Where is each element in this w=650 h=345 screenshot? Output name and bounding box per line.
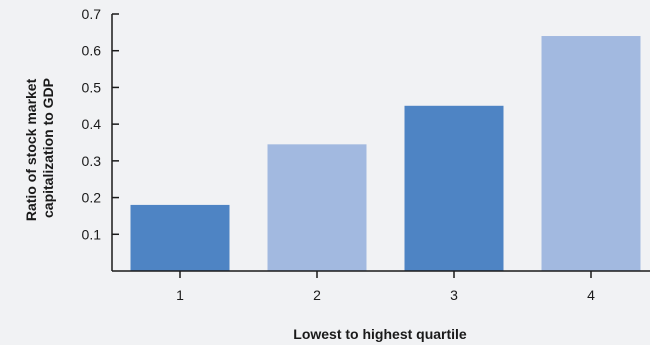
- x-tick-label: 3: [450, 287, 458, 303]
- y-tick-label: 0.7: [82, 6, 102, 22]
- bar-2: [267, 144, 367, 271]
- x-axis-ticks: 1 2 3 4: [176, 271, 595, 303]
- bars: [130, 36, 641, 272]
- y-axis-ticks: 0.1 0.2 0.3 0.4 0.5 0.6 0.7: [82, 6, 119, 242]
- bar-1: [130, 204, 230, 271]
- x-tick-label: 2: [313, 287, 321, 303]
- y-axis-title-line-1: Ratio of stock market: [23, 78, 39, 221]
- y-tick-label: 0.6: [82, 43, 102, 59]
- y-tick-label: 0.2: [82, 190, 102, 206]
- y-axis-title: Ratio of stock market capitalization to …: [23, 75, 56, 221]
- y-tick-label: 0.3: [82, 153, 102, 169]
- y-axis-title-line-2: capitalization to GDP: [40, 78, 56, 218]
- x-tick-label: 4: [587, 287, 595, 303]
- bar-3: [404, 105, 504, 272]
- y-tick-label: 0.4: [82, 116, 102, 132]
- bar-4: [541, 36, 641, 272]
- y-tick-label: 0.5: [82, 79, 102, 95]
- x-tick-label: 1: [176, 287, 184, 303]
- y-tick-label: 0.1: [82, 226, 102, 242]
- x-axis-title: Lowest to highest quartile: [293, 326, 467, 342]
